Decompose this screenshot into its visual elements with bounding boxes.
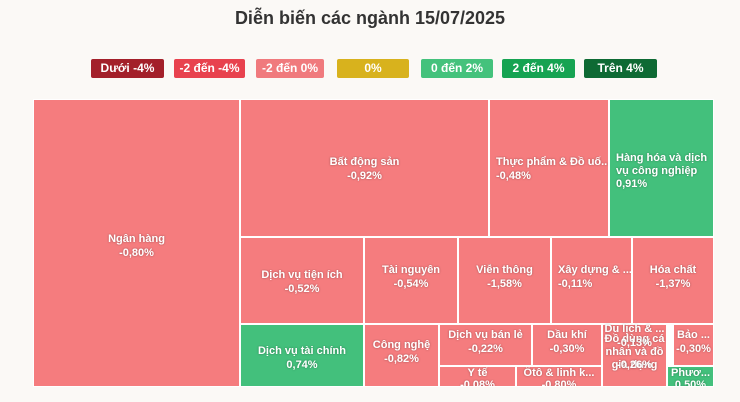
- tile-label: Ôtô & linh k...: [523, 367, 595, 379]
- treemap-tile[interactable]: Dịch vụ bán lẻ -0,22%: [439, 324, 532, 366]
- tile-label: Du lịch & ...: [604, 323, 665, 335]
- legend-item[interactable]: Trên 4%: [584, 59, 657, 78]
- tile-value: -0,80%: [119, 247, 154, 259]
- treemap-tile[interactable]: Đồ dùng cá nhân và đồ gia dụng -0,26%: [602, 324, 667, 387]
- tile-label: Đồ dùng cá nhân và đồ gia dụng: [604, 333, 665, 371]
- treemap-tile[interactable]: Viễn thông -1,58%: [458, 237, 551, 324]
- tile-label: Y tế: [467, 367, 488, 379]
- treemap-tile[interactable]: Bảo ... -0,30%: [673, 324, 714, 366]
- treemap: Ngân hàng -0,80% Bất động sản -0,92% Thực ph…: [33, 99, 714, 387]
- tile-value: 0,91%: [616, 178, 648, 190]
- treemap-tile[interactable]: Phươ... 0,50%: [667, 366, 714, 387]
- tile-value: -0,11%: [558, 278, 593, 290]
- legend-item[interactable]: 0%: [337, 59, 409, 78]
- tile-label: Thực phẩm & Đồ uố...: [496, 156, 608, 168]
- treemap-tile[interactable]: Hóa chất -1,37%: [632, 237, 714, 324]
- tile-label: Hóa chất: [649, 264, 697, 276]
- tile-value: -0,30%: [549, 343, 585, 355]
- tile-value: -0,52%: [284, 283, 320, 295]
- tile-label: Bất động sản: [329, 156, 400, 168]
- tile-value: 0,50%: [674, 379, 707, 387]
- tile-value: -0,30%: [676, 343, 711, 355]
- treemap-tile[interactable]: Y tế -0,08%: [439, 366, 516, 387]
- treemap-tile[interactable]: Dịch vụ tiện ích -0,52%: [240, 237, 364, 324]
- tile-label: Phươ...: [670, 367, 710, 379]
- tile-value: -0,82%: [384, 353, 419, 365]
- legend-item[interactable]: Dưới -4%: [91, 59, 164, 78]
- treemap-tile[interactable]: Xây dựng & ... -0,11%: [551, 237, 632, 324]
- chart-title: Diễn biến các ngành 15/07/2025: [234, 8, 506, 28]
- tile-value: -1,58%: [487, 278, 522, 290]
- tile-value: -0,80%: [541, 379, 577, 387]
- treemap-tile[interactable]: Tài nguyên -0,54%: [364, 237, 458, 324]
- tile-label: Dịch vụ tài chính: [257, 345, 346, 357]
- treemap-tile[interactable]: Ngân hàng -0,80%: [33, 99, 240, 387]
- tile-value: -0,26%: [617, 359, 652, 371]
- tile-label: Dịch vụ bán lẻ: [448, 329, 523, 341]
- treemap-tile[interactable]: Hàng hóa và dịch vụ công nghiệp 0,91%: [609, 99, 714, 237]
- tile-value: -0,08%: [460, 379, 495, 387]
- tile-value: -0,92%: [347, 170, 382, 182]
- treemap-tile[interactable]: Dầu khí -0,30%: [532, 324, 602, 366]
- legend-item[interactable]: -2 đến -4%: [174, 59, 245, 78]
- legend: Dưới -4% -2 đến -4% -2 đến 0% 0% 0 đến 2% 2 đ…: [0, 59, 740, 79]
- treemap-tile[interactable]: Dịch vụ tài chính 0,74%: [240, 324, 364, 387]
- tile-value: 0,74%: [286, 359, 318, 371]
- legend-item[interactable]: 2 đến 4%: [502, 59, 575, 78]
- tile-label: Tài nguyên: [381, 264, 441, 276]
- tile-label: Hàng hóa và dịch vụ công nghiệp: [616, 152, 708, 177]
- tile-value: -0,54%: [393, 278, 429, 290]
- tile-label: Bảo ...: [676, 329, 710, 341]
- treemap-tile[interactable]: Công nghệ -0,82%: [364, 324, 439, 387]
- tile-label: Dịch vụ tiện ích: [261, 269, 343, 281]
- tile-value: -0,13%: [617, 337, 652, 349]
- tile-label: Dầu khí: [547, 329, 587, 341]
- tile-value: -0,48%: [496, 170, 531, 182]
- tile-label: Ngân hàng: [108, 233, 165, 245]
- treemap-tile[interactable]: Ôtô & linh k... -0,80%: [516, 366, 602, 387]
- tile-label: Xây dựng & ...: [558, 264, 631, 276]
- tile-label: Viễn thông: [476, 264, 533, 276]
- legend-item[interactable]: 0 đến 2%: [421, 59, 493, 78]
- tile-value: -0,22%: [468, 343, 503, 355]
- legend-item[interactable]: -2 đến 0%: [256, 59, 324, 78]
- treemap-tile[interactable]: Du lịch & ... -0,13%: [602, 315, 667, 355]
- tile-value: -1,37%: [655, 278, 691, 290]
- tile-label: Công nghệ: [372, 339, 431, 351]
- treemap-tile[interactable]: Bất động sản -0,92%: [240, 99, 489, 237]
- treemap-tile[interactable]: Thực phẩm & Đồ uố... -0,48%: [489, 99, 609, 237]
